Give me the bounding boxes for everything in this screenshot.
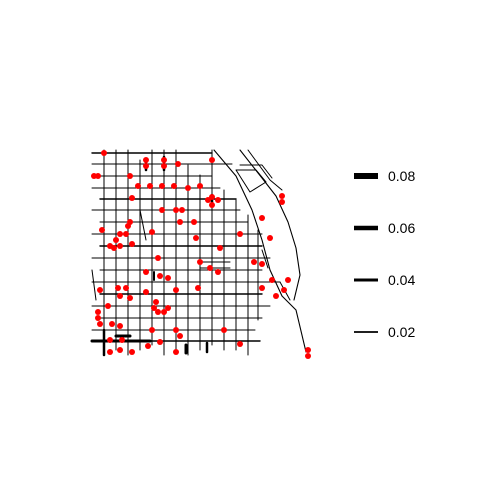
- point-marker: [117, 323, 123, 329]
- legend-label-1: 0.06: [388, 220, 415, 236]
- point-marker: [281, 287, 287, 293]
- point-marker: [207, 265, 213, 271]
- point-marker: [193, 235, 199, 241]
- point-marker: [165, 305, 171, 311]
- point-marker: [251, 259, 257, 265]
- point-marker: [259, 285, 265, 291]
- point-marker: [107, 243, 113, 249]
- point-marker: [155, 309, 161, 315]
- point-marker: [195, 285, 201, 291]
- point-marker: [129, 241, 135, 247]
- point-marker: [105, 303, 111, 309]
- point-marker: [269, 277, 275, 283]
- point-marker: [273, 293, 279, 299]
- point-marker: [107, 337, 113, 343]
- point-marker: [209, 194, 215, 200]
- point-marker: [149, 229, 155, 235]
- point-marker: [215, 197, 221, 203]
- point-marker: [97, 321, 103, 327]
- point-marker: [173, 349, 179, 355]
- point-marker: [117, 347, 123, 353]
- point-marker: [159, 207, 165, 213]
- point-marker: [173, 207, 179, 213]
- point-marker: [221, 327, 227, 333]
- point-marker: [119, 337, 125, 343]
- point-marker: [123, 285, 129, 291]
- point-marker: [129, 349, 135, 355]
- point-marker: [179, 207, 185, 213]
- point-marker: [117, 243, 123, 249]
- point-marker: [267, 235, 273, 241]
- point-marker: [99, 227, 105, 233]
- point-marker: [215, 269, 221, 275]
- point-marker: [173, 287, 179, 293]
- point-marker: [107, 349, 113, 355]
- point-marker: [155, 255, 161, 261]
- point-marker: [285, 277, 291, 283]
- point-marker: [129, 195, 135, 201]
- point-marker: [165, 275, 171, 281]
- point-marker: [153, 299, 159, 305]
- point-marker: [117, 231, 123, 237]
- point-marker: [95, 315, 101, 321]
- point-marker: [209, 202, 215, 208]
- point-marker: [161, 163, 167, 169]
- point-marker: [157, 273, 163, 279]
- point-marker: [101, 150, 107, 156]
- legend-label-0: 0.08: [388, 168, 415, 184]
- point-marker: [127, 173, 133, 179]
- point-marker: [177, 219, 183, 225]
- point-marker: [259, 261, 265, 267]
- point-marker: [279, 193, 285, 199]
- point-marker: [147, 183, 153, 189]
- point-marker: [127, 295, 133, 301]
- point-marker: [191, 219, 197, 225]
- point-marker: [113, 237, 119, 243]
- point-marker: [173, 327, 179, 333]
- point-marker: [109, 321, 115, 327]
- point-marker: [175, 161, 181, 167]
- point-marker: [143, 269, 149, 275]
- point-marker: [209, 157, 215, 163]
- point-marker: [217, 245, 223, 251]
- point-marker: [125, 223, 131, 229]
- point-marker: [95, 173, 101, 179]
- point-marker: [259, 215, 265, 221]
- point-marker: [157, 339, 163, 345]
- point-marker: [95, 309, 101, 315]
- point-marker: [149, 327, 155, 333]
- point-marker: [237, 341, 243, 347]
- legend-label-3: 0.02: [388, 324, 415, 340]
- point-marker: [161, 157, 167, 163]
- point-marker: [305, 347, 311, 353]
- point-marker: [177, 333, 183, 339]
- point-marker: [159, 183, 165, 189]
- point-marker: [135, 183, 141, 189]
- point-marker: [123, 231, 129, 237]
- point-marker: [117, 293, 123, 299]
- point-marker: [279, 199, 285, 205]
- point-marker: [143, 289, 149, 295]
- point-marker: [171, 183, 177, 189]
- point-marker: [143, 163, 149, 169]
- point-marker: [237, 231, 243, 237]
- legend-label-2: 0.04: [388, 272, 415, 288]
- point-marker: [143, 157, 149, 163]
- point-marker: [197, 259, 203, 265]
- point-marker: [145, 343, 151, 349]
- point-marker: [305, 353, 311, 359]
- point-marker: [197, 183, 203, 189]
- point-marker: [115, 285, 121, 291]
- point-marker: [185, 185, 191, 191]
- point-marker: [97, 287, 103, 293]
